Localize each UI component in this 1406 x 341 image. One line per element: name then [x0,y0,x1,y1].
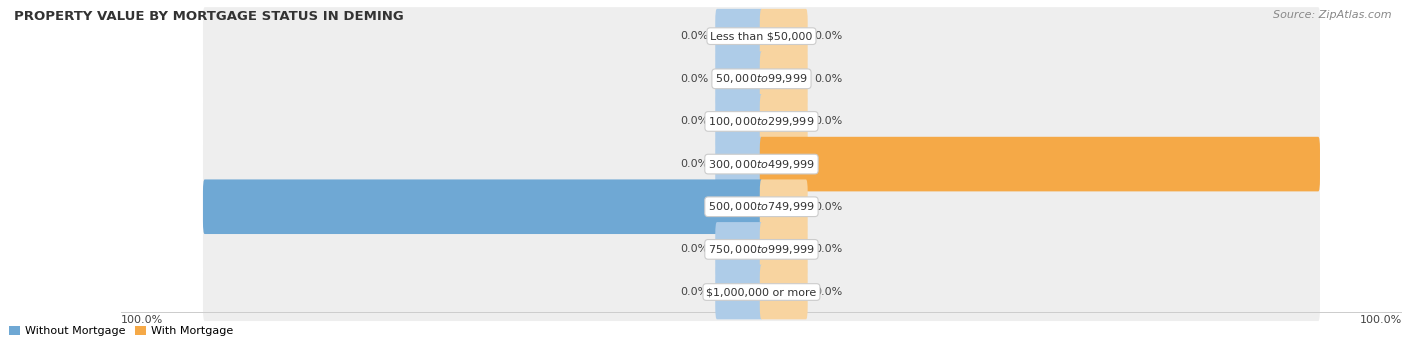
FancyBboxPatch shape [202,92,1320,150]
Text: 0.0%: 0.0% [814,74,842,84]
FancyBboxPatch shape [759,9,807,63]
Text: $750,000 to $999,999: $750,000 to $999,999 [709,243,815,256]
Text: $100,000 to $299,999: $100,000 to $299,999 [709,115,814,128]
Text: 0.0%: 0.0% [814,31,842,41]
FancyBboxPatch shape [202,179,763,234]
FancyBboxPatch shape [759,94,807,149]
Text: $50,000 to $99,999: $50,000 to $99,999 [716,72,807,85]
Text: Less than $50,000: Less than $50,000 [710,31,813,41]
FancyBboxPatch shape [759,179,807,234]
FancyBboxPatch shape [716,265,763,319]
Text: 100.0%: 100.0% [121,315,163,325]
FancyBboxPatch shape [202,50,1320,108]
FancyBboxPatch shape [716,222,763,277]
Text: 0.0%: 0.0% [814,116,842,127]
FancyBboxPatch shape [759,137,1320,191]
Text: Source: ZipAtlas.com: Source: ZipAtlas.com [1274,10,1392,20]
Text: 0.0%: 0.0% [814,202,842,212]
FancyBboxPatch shape [202,135,1320,193]
FancyBboxPatch shape [716,94,763,149]
FancyBboxPatch shape [202,178,1320,236]
FancyBboxPatch shape [759,51,807,106]
FancyBboxPatch shape [202,7,1320,65]
Text: 0.0%: 0.0% [681,159,709,169]
Text: 100.0%: 100.0% [1327,159,1372,169]
Text: 0.0%: 0.0% [681,74,709,84]
FancyBboxPatch shape [202,220,1320,278]
Text: PROPERTY VALUE BY MORTGAGE STATUS IN DEMING: PROPERTY VALUE BY MORTGAGE STATUS IN DEM… [14,10,404,23]
Text: $300,000 to $499,999: $300,000 to $499,999 [709,158,815,170]
FancyBboxPatch shape [759,222,807,277]
Text: 0.0%: 0.0% [681,116,709,127]
FancyBboxPatch shape [202,263,1320,321]
Legend: Without Mortgage, With Mortgage: Without Mortgage, With Mortgage [4,322,238,341]
FancyBboxPatch shape [759,265,807,319]
Text: 0.0%: 0.0% [814,244,842,254]
Text: $1,000,000 or more: $1,000,000 or more [706,287,817,297]
Text: 100.0%: 100.0% [150,202,197,212]
FancyBboxPatch shape [716,9,763,63]
Text: $500,000 to $749,999: $500,000 to $749,999 [709,200,815,213]
Text: 0.0%: 0.0% [814,287,842,297]
Text: 0.0%: 0.0% [681,287,709,297]
Text: 0.0%: 0.0% [681,244,709,254]
Text: 100.0%: 100.0% [1360,315,1402,325]
FancyBboxPatch shape [716,51,763,106]
FancyBboxPatch shape [716,137,763,191]
Text: 0.0%: 0.0% [681,31,709,41]
